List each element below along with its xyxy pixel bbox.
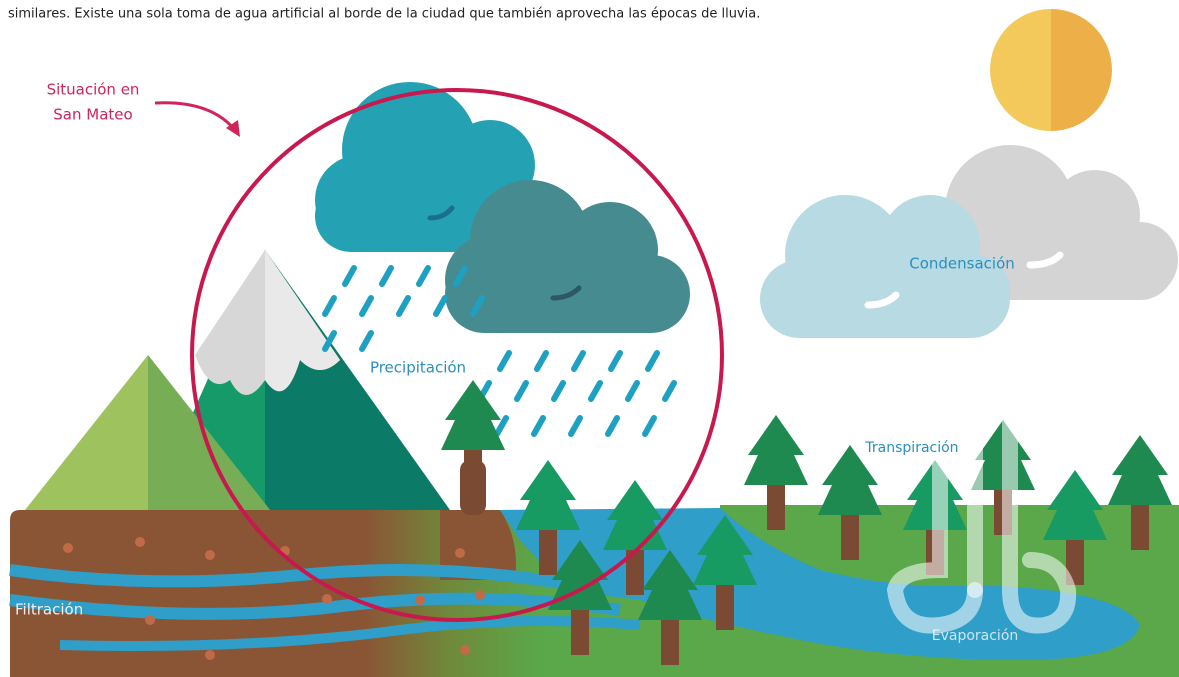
raindrop	[436, 298, 445, 314]
transpiration-label: Transpiración	[864, 440, 958, 456]
raindrop	[382, 268, 391, 284]
raindrop	[665, 383, 674, 399]
water-cycle-illustration: similares. Existe una sola toma de agua …	[0, 0, 1179, 677]
raindrop	[591, 383, 600, 399]
raindrop	[399, 298, 408, 314]
raindrop	[571, 418, 580, 434]
raindrop	[648, 353, 657, 369]
raindrop	[325, 298, 334, 314]
precipitation-label: Precipitación	[370, 359, 466, 377]
raindrop	[497, 418, 506, 434]
raindrop	[537, 353, 546, 369]
raindrop	[534, 418, 543, 434]
callout-arrow	[155, 103, 235, 130]
sun	[990, 9, 1051, 131]
sun	[1051, 9, 1112, 131]
raindrop	[517, 383, 526, 399]
raindrop	[608, 418, 617, 434]
callout-label: San Mateo	[53, 106, 132, 124]
raindrop	[419, 268, 428, 284]
raindrop	[611, 353, 620, 369]
raindrop	[574, 353, 583, 369]
raindrop	[500, 353, 509, 369]
raindrop	[345, 268, 354, 284]
raindrop	[554, 383, 563, 399]
filtration-label: Filtración	[15, 601, 83, 619]
raindrop	[362, 333, 371, 349]
condensation-label: Condensación	[909, 255, 1015, 273]
page: similares. Existe una sola toma de agua …	[0, 0, 1179, 677]
intro-text: similares. Existe una sola toma de agua …	[8, 7, 760, 22]
callout-label: Situación en	[47, 81, 140, 99]
raindrop	[645, 418, 654, 434]
raindrop	[362, 298, 371, 314]
raindrop	[628, 383, 637, 399]
